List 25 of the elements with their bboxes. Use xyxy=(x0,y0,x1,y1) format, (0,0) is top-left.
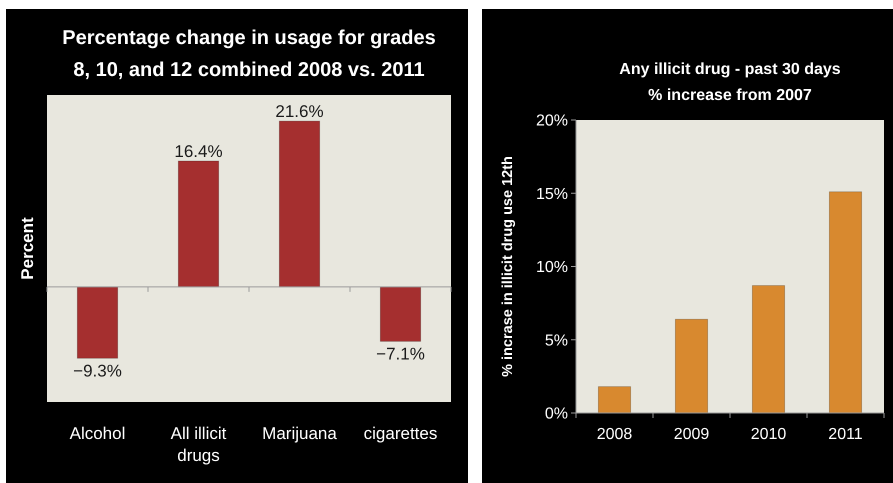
x-tick-label: All illicit drugs xyxy=(170,424,227,466)
bar xyxy=(828,191,862,414)
x-tick-label: 2010 xyxy=(750,426,786,443)
y-tick-label: 0% xyxy=(544,406,568,423)
bar xyxy=(752,285,786,414)
data-label: 21.6% xyxy=(275,102,324,122)
chart-title: Any illicit drug - past 30 days % increase from 2007 xyxy=(619,61,841,104)
x-tick-label: 2011 xyxy=(828,426,863,443)
x-tick-label: Alcohol xyxy=(70,424,126,443)
y-tick-label: 15% xyxy=(536,186,568,203)
y-tick-label: 20% xyxy=(536,112,568,130)
chart-title: Percentage change in usage for grades 8, 10, and 12 combined 2008 vs. 2011 xyxy=(62,27,436,81)
data-label: −7.1% xyxy=(376,344,425,364)
x-tick-label: Marijuana xyxy=(262,424,338,443)
data-label: −9.3% xyxy=(73,361,122,380)
data-label: 16.4% xyxy=(174,142,223,162)
x-tick-label: cigarettes xyxy=(364,424,438,443)
bar xyxy=(598,386,632,414)
x-tick-label: 2008 xyxy=(596,426,632,443)
y-axis-title: % incrase in illicit drug use 12th xyxy=(500,156,516,377)
x-tick-label: 2009 xyxy=(674,426,710,443)
y-tick-label: 5% xyxy=(544,332,568,350)
y-tick-label: 10% xyxy=(536,259,568,276)
y-axis-title: Percent xyxy=(18,216,37,280)
bar xyxy=(674,318,708,414)
